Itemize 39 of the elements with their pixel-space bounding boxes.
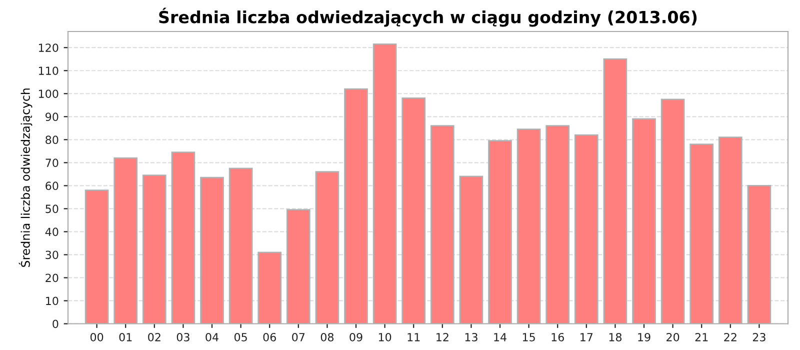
- x-tick-label: 06: [263, 332, 276, 342]
- y-tick-label: 110: [38, 66, 58, 75]
- y-tick-label: 20: [46, 274, 58, 282]
- y-tick-label: 50: [46, 204, 58, 214]
- x-tick-label: 09: [350, 332, 362, 342]
- x-tick-label: 03: [176, 332, 190, 342]
- x-tick-label: 07: [292, 332, 305, 342]
- x-tick-label: 14: [494, 333, 506, 342]
- y-tick-label: 70: [46, 158, 58, 168]
- x-tick-label: 12: [436, 332, 448, 342]
- x-tick-label: 15: [522, 333, 535, 342]
- y-tick-label: 90: [46, 112, 58, 122]
- x-tick-label: 08: [320, 332, 334, 342]
- y-tick-label: 40: [45, 228, 58, 236]
- y-tick-label: 60: [46, 182, 58, 190]
- x-tick-label: 20: [666, 332, 680, 342]
- x-tick-label: 23: [752, 332, 766, 342]
- x-tick-label: 04: [206, 332, 218, 342]
- y-tick-label: 0: [52, 320, 58, 328]
- x-tick-label: 21: [695, 332, 708, 342]
- x-tick-label: 11: [408, 333, 420, 342]
- x-tick-label: 05: [234, 332, 247, 342]
- y-axis-title: Średnia liczba odwiedzających: [18, 88, 32, 267]
- chart-title: Średnia liczba odwiedzających w ciągu godziny (2013.06): [159, 8, 697, 27]
- y-tick-label: 100: [38, 90, 58, 98]
- x-tick-label: 17: [580, 333, 593, 342]
- x-tick-label: 18: [609, 332, 622, 342]
- x-tick-label: 22: [724, 332, 736, 342]
- x-tick-label: 02: [148, 332, 160, 342]
- x-tick-label: 13: [465, 332, 478, 342]
- y-tick-label: 30: [46, 250, 58, 260]
- x-tick-label: 00: [90, 332, 104, 342]
- x-tick-label: 16: [552, 332, 564, 342]
- y-tick-label: 120: [38, 44, 58, 52]
- x-tick-label: 19: [638, 332, 650, 342]
- x-tick-label: 01: [119, 332, 132, 342]
- x-tick-label: 10: [378, 332, 392, 342]
- y-tick-label: 10: [46, 296, 58, 306]
- y-tick-label: 80: [46, 136, 58, 144]
